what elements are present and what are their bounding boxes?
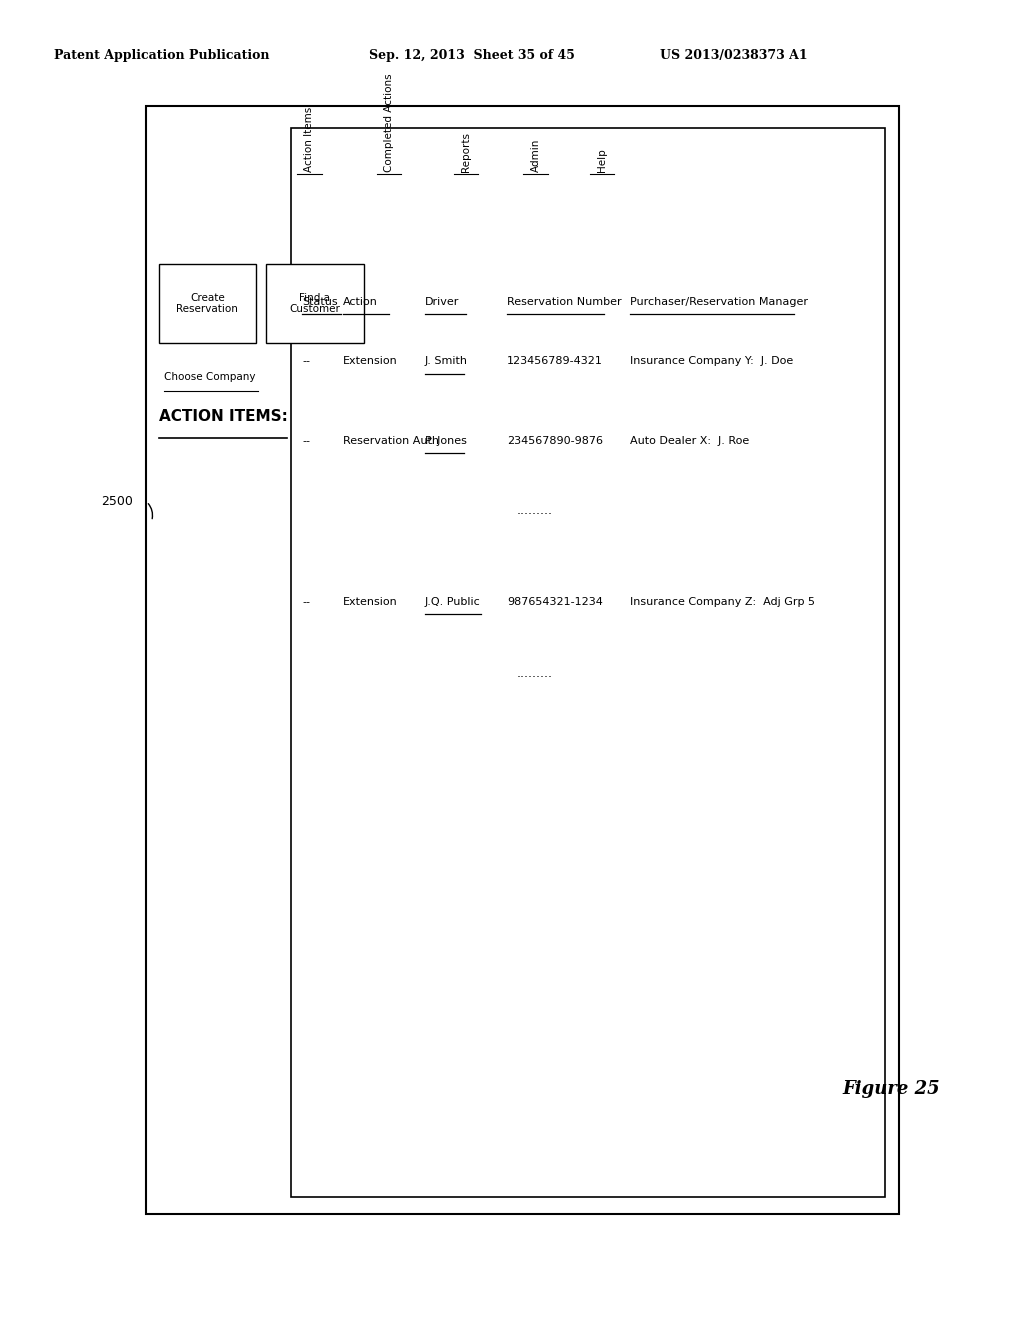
- Text: J. Smith: J. Smith: [425, 356, 468, 367]
- Text: --: --: [302, 597, 310, 607]
- Text: --: --: [302, 436, 310, 446]
- Text: Extension: Extension: [343, 597, 397, 607]
- Text: 2500: 2500: [101, 495, 133, 508]
- Text: Status: Status: [302, 297, 338, 308]
- Text: Completed Actions: Completed Actions: [384, 73, 394, 172]
- Bar: [159, 264, 256, 343]
- Text: J.Q. Public: J.Q. Public: [425, 597, 480, 607]
- Text: Help: Help: [597, 148, 607, 172]
- Text: Action: Action: [343, 297, 378, 308]
- Text: Auto Dealer X:  J. Roe: Auto Dealer X: J. Roe: [630, 436, 749, 446]
- Text: Choose Company: Choose Company: [164, 372, 255, 383]
- Text: Reservation Number: Reservation Number: [507, 297, 622, 308]
- Text: .........: .........: [517, 667, 553, 680]
- Text: Driver: Driver: [425, 297, 460, 308]
- Text: 987654321-1234: 987654321-1234: [507, 597, 603, 607]
- Text: ACTION ITEMS:: ACTION ITEMS:: [159, 409, 288, 424]
- Text: Sep. 12, 2013  Sheet 35 of 45: Sep. 12, 2013 Sheet 35 of 45: [369, 49, 574, 62]
- Text: US 2013/0238373 A1: US 2013/0238373 A1: [660, 49, 808, 62]
- Bar: [291, 128, 885, 1197]
- Bar: [266, 264, 364, 343]
- Text: Reservation Auth: Reservation Auth: [343, 436, 439, 446]
- Text: P. Jones: P. Jones: [425, 436, 467, 446]
- Text: Create
Reservation: Create Reservation: [176, 293, 239, 314]
- Text: Admin: Admin: [530, 139, 541, 172]
- Text: Patent Application Publication: Patent Application Publication: [54, 49, 269, 62]
- Text: Insurance Company Y:  J. Doe: Insurance Company Y: J. Doe: [630, 356, 793, 367]
- Text: 123456789-4321: 123456789-4321: [507, 356, 603, 367]
- Text: Figure 25: Figure 25: [842, 1080, 940, 1098]
- Text: Action Items: Action Items: [304, 107, 314, 172]
- Text: Find a
Customer: Find a Customer: [290, 293, 340, 314]
- Text: Reports: Reports: [461, 132, 471, 172]
- Text: .........: .........: [517, 504, 553, 517]
- Text: --: --: [302, 356, 310, 367]
- Text: Extension: Extension: [343, 356, 397, 367]
- Text: 234567890-9876: 234567890-9876: [507, 436, 603, 446]
- Bar: [146, 106, 899, 1214]
- Text: Purchaser/Reservation Manager: Purchaser/Reservation Manager: [630, 297, 808, 308]
- Text: Insurance Company Z:  Adj Grp 5: Insurance Company Z: Adj Grp 5: [630, 597, 815, 607]
